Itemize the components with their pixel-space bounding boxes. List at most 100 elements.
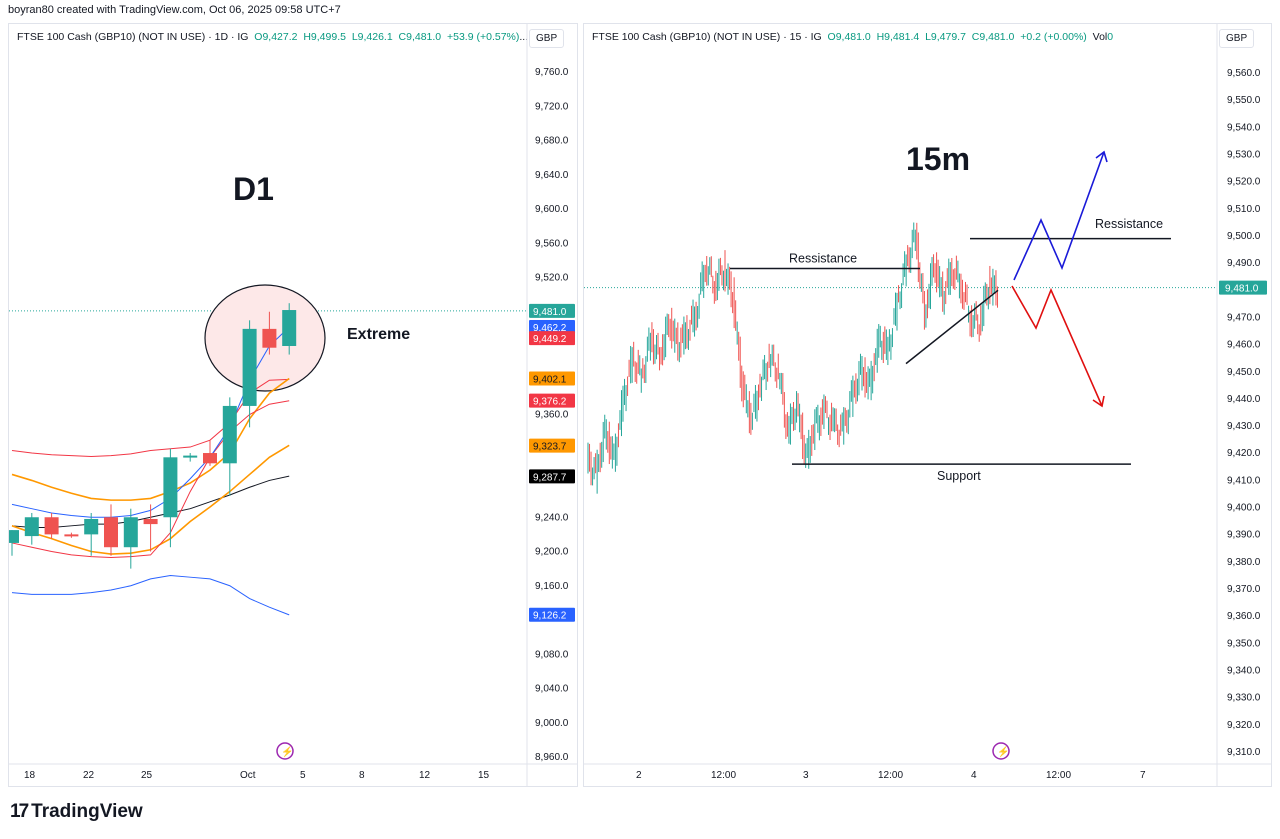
left-price-label: 9,126.2	[533, 611, 567, 622]
right-legend-low: L9,479.7	[925, 31, 966, 43]
left-series-line-4	[11, 400, 290, 558]
left-y-tick: 9,600.0	[535, 204, 569, 215]
left-price-label-bg	[529, 607, 575, 622]
left-legend-more[interactable]: ...	[519, 31, 529, 43]
left-price-label-bg	[529, 319, 575, 334]
left-candle-body	[183, 455, 198, 458]
right-y-tick: 9,450.0	[1227, 367, 1261, 378]
left-candle-body	[104, 517, 118, 548]
right-price-label: 9,481.0	[1225, 284, 1259, 295]
left-candle-body	[262, 328, 277, 348]
extreme-label: Extreme	[347, 326, 410, 343]
left-price-label-bg	[529, 393, 575, 408]
left-currency-button[interactable]: GBP	[529, 29, 565, 48]
right-y-tick: 9,530.0	[1227, 149, 1261, 160]
right-y-tick: 9,400.0	[1227, 503, 1261, 514]
bullish-scenario-path	[1013, 151, 1105, 281]
left-candle-body	[44, 517, 59, 535]
right-y-tick: 9,510.0	[1227, 204, 1261, 215]
right-y-tick: 9,460.0	[1227, 340, 1261, 351]
lightning-icon-glyph: ⚡	[997, 745, 1009, 758]
left-price-label-bg	[529, 303, 575, 318]
left-x-tick: 18	[24, 770, 36, 781]
right-chart-title: 15m	[906, 141, 970, 177]
lightning-icon	[992, 742, 1010, 760]
right-price-label-bg	[1219, 280, 1267, 295]
left-x-tick: 8	[359, 770, 365, 781]
left-candle-body	[203, 453, 217, 464]
right-y-tick: 9,560.0	[1227, 68, 1261, 79]
left-candle-body	[24, 517, 39, 537]
left-candle-body	[84, 518, 99, 535]
header-credit: boyran80 created with TradingView.com, O…	[8, 4, 341, 16]
right-legend-change: +0.2 (+0.00%)	[1020, 31, 1087, 43]
right-y-tick: 9,410.0	[1227, 475, 1261, 486]
daily-chart-pane[interactable]: FTSE 100 Cash (GBP10) (NOT IN USE) · 1D …	[8, 23, 578, 787]
right-x-tick: 12:00	[878, 770, 903, 781]
tradingview-brand[interactable]: 17 TradingView	[10, 801, 143, 823]
left-x-tick: 5	[300, 770, 306, 781]
right-chart-canvas[interactable]: 9,560.0 9,550.0 9,540.0 9,530.0 9,520.0 9,510…	[584, 24, 1271, 786]
left-x-tick: 25	[141, 770, 153, 781]
left-y-tick: 9,160.0	[535, 581, 569, 592]
right-y-tick: 9,340.0	[1227, 666, 1261, 677]
left-legend-open: O9,427.2	[254, 31, 298, 43]
right-y-tick: 9,470.0	[1227, 312, 1261, 323]
right-x-tick: 7	[1140, 770, 1146, 781]
right-legend-vol-value: 0	[1107, 31, 1114, 43]
left-chart-canvas[interactable]: 9,760.0 9,720.0 9,680.0 9,640.0 9,600.0 9,560…	[9, 24, 577, 786]
right-y-tick: 9,350.0	[1227, 638, 1261, 649]
resistance-label-2: Ressistance	[1095, 217, 1163, 231]
right-y-tick: 9,430.0	[1227, 421, 1261, 432]
left-y-tick: 9,240.0	[535, 512, 569, 523]
left-y-tick: 9,080.0	[535, 649, 569, 660]
left-candle-body	[9, 530, 19, 543]
lightning-icon	[276, 742, 294, 760]
right-x-tick: 2	[636, 770, 642, 781]
left-y-tick: 9,640.0	[535, 170, 569, 181]
left-legend-change: +53.9 (+0.57%)	[447, 31, 520, 43]
right-y-tick: 9,380.0	[1227, 557, 1261, 568]
left-price-label: 9,481.0	[533, 307, 567, 318]
left-candle-body	[222, 405, 237, 464]
bearish-scenario-path	[1011, 285, 1103, 407]
right-y-tick: 9,330.0	[1227, 693, 1261, 704]
right-x-tick: 12:00	[1046, 770, 1071, 781]
left-x-tick: 15	[478, 770, 490, 781]
right-x-tick: 3	[803, 770, 809, 781]
right-y-tick: 9,390.0	[1227, 530, 1261, 541]
right-y-tick: 9,360.0	[1227, 611, 1261, 622]
right-y-tick: 9,550.0	[1227, 95, 1261, 106]
left-x-tick: 12	[419, 770, 431, 781]
right-legend-high: H9,481.4	[876, 31, 920, 43]
left-price-label: 9,376.2	[533, 397, 567, 408]
right-legend-close: C9,481.0	[971, 31, 1015, 43]
right-y-tick: 9,440.0	[1227, 394, 1261, 405]
left-price-label-bg	[529, 331, 575, 346]
right-legend-symbol: FTSE 100 Cash (GBP10) (NOT IN USE) · 15 …	[592, 31, 822, 43]
left-y-tick: 9,200.0	[535, 547, 569, 558]
left-y-tick: 9,560.0	[535, 238, 569, 249]
right-y-tick: 9,320.0	[1227, 720, 1261, 731]
right-y-tick: 9,490.0	[1227, 258, 1261, 269]
left-price-label: 9,449.2	[533, 334, 567, 345]
left-x-tick: Oct	[240, 770, 256, 781]
lightning-icon-glyph: ⚡	[281, 745, 293, 758]
left-y-tick: 9,000.0	[535, 718, 569, 729]
left-candle-body	[64, 534, 79, 537]
left-price-label-bg	[529, 438, 575, 453]
left-legend-low: L9,426.1	[351, 31, 393, 43]
left-series-line-6	[11, 574, 290, 616]
right-y-tick: 9,310.0	[1227, 747, 1261, 758]
left-legend-high: H9,499.5	[303, 31, 346, 43]
m15-chart-pane[interactable]: FTSE 100 Cash (GBP10) (NOT IN USE) · 15 …	[583, 23, 1272, 787]
right-legend-open: O9,481.0	[827, 31, 871, 43]
right-y-tick: 9,370.0	[1227, 584, 1261, 595]
support-label: Support	[937, 469, 981, 483]
right-currency-button[interactable]: GBP	[1219, 29, 1255, 48]
left-price-label-bg	[529, 469, 575, 484]
left-series-line-1	[11, 377, 290, 501]
left-legend-close: C9,481.0	[398, 31, 442, 43]
left-y-tick: 9,720.0	[535, 101, 569, 112]
resistance-label-1: Ressistance	[789, 252, 857, 266]
